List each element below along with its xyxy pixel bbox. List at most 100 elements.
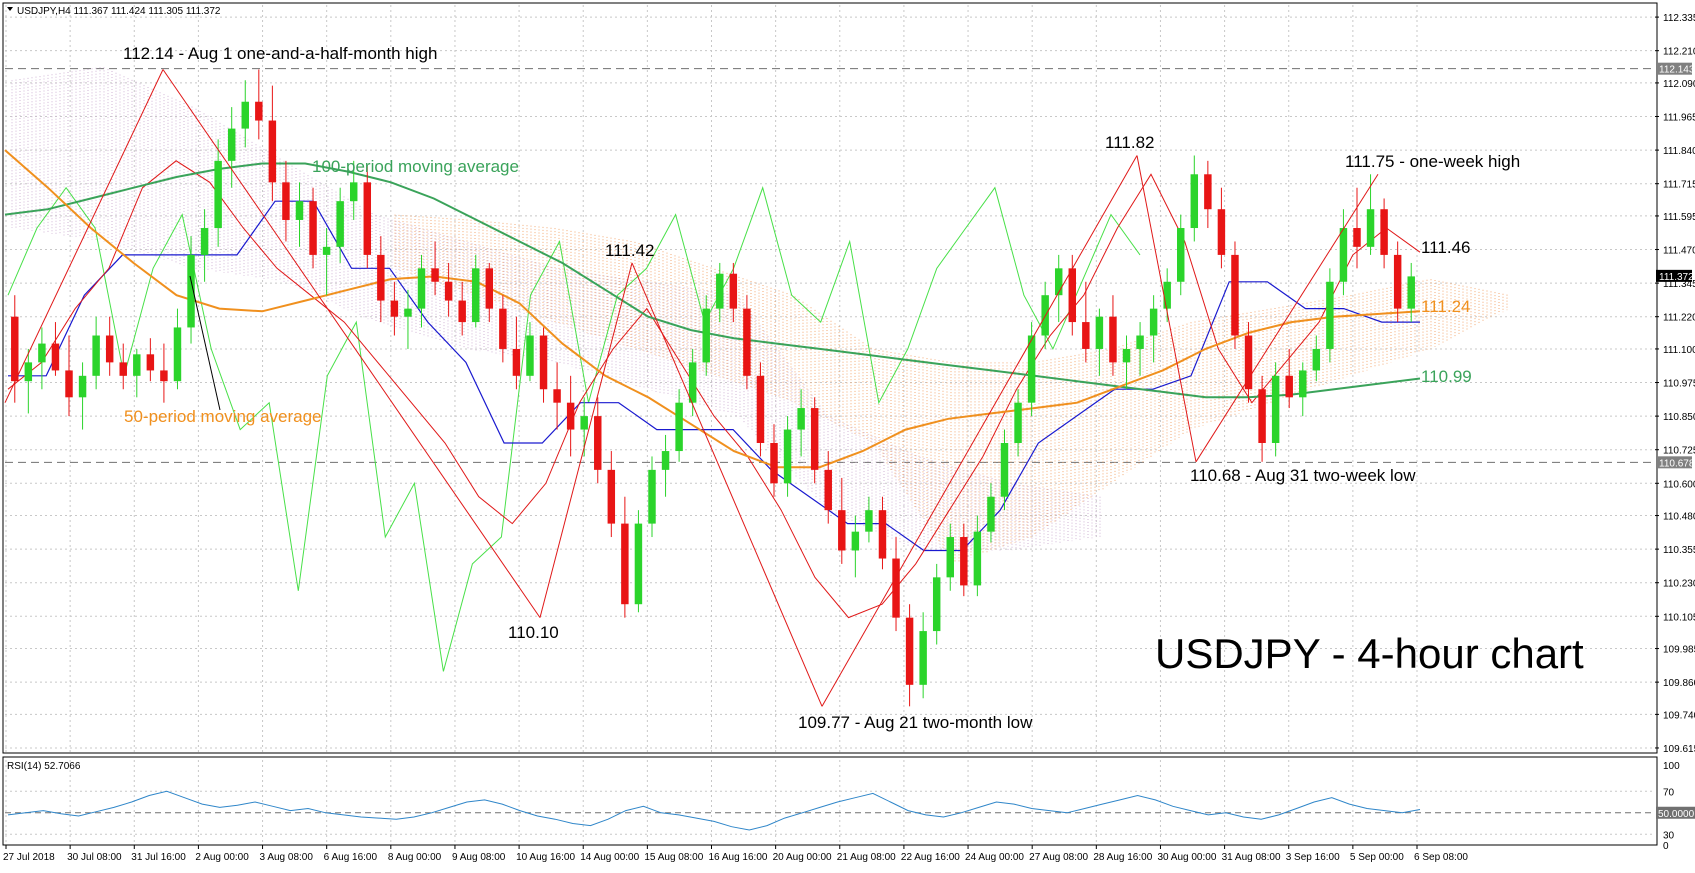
- price-tag: [1656, 456, 1692, 469]
- candle-body: [336, 201, 344, 247]
- candle-body: [539, 335, 548, 390]
- y-tick-label: 111.220: [1663, 313, 1695, 324]
- x-tick-label: 30 Jul 08:00: [67, 852, 122, 863]
- candle-body: [580, 416, 588, 430]
- x-tick-label: 28 Aug 16:00: [1093, 852, 1152, 863]
- candle-body: [472, 268, 480, 323]
- candle-body: [24, 362, 33, 382]
- candle-body: [146, 354, 155, 371]
- y-tick-label: 111.715: [1663, 180, 1695, 191]
- candle-body: [11, 316, 19, 382]
- candle-body: [838, 510, 846, 551]
- x-tick-label: 8 Aug 00:00: [388, 852, 442, 863]
- candle-body: [133, 354, 141, 376]
- y-tick-label: 110.600: [1663, 479, 1695, 490]
- candle-body: [1393, 254, 1402, 309]
- zigzag-segment: [631, 262, 823, 707]
- rsi-tick-label: 30: [1663, 830, 1675, 841]
- candle-body: [1258, 389, 1266, 443]
- candle-body: [851, 531, 860, 551]
- candle-body: [932, 577, 941, 632]
- candle-body: [526, 335, 534, 376]
- chikou-span-line: [7, 186, 1141, 672]
- annotation-11099: 110.99: [1421, 367, 1472, 386]
- y-tick-label: 112.335: [1663, 13, 1695, 24]
- candle-body: [905, 617, 914, 685]
- rsi-tag-label: 50.0000: [1658, 809, 1695, 820]
- x-tick-label: 20 Aug 00:00: [773, 852, 832, 863]
- candle-body: [987, 496, 995, 532]
- candle-body: [661, 451, 670, 470]
- candle-body: [241, 101, 249, 129]
- price-tag: [1656, 62, 1692, 75]
- candle-body: [1163, 281, 1171, 309]
- candle-body: [160, 370, 168, 382]
- y-tick-label: 112.090: [1663, 79, 1695, 90]
- price-tag-label: 111.372: [1659, 272, 1694, 283]
- zigzag-segment: [821, 155, 1138, 707]
- candle-body: [105, 335, 114, 363]
- candle-body: [1231, 254, 1239, 336]
- candle-body: [1177, 228, 1185, 282]
- y-tick-label: 109.860: [1663, 678, 1695, 689]
- candle-body: [187, 254, 195, 328]
- candle-body: [485, 268, 494, 309]
- candle-body: [634, 523, 643, 605]
- candle-body: [783, 429, 792, 484]
- candle-body: [1339, 228, 1348, 282]
- rsi-tick-label: 0: [1663, 841, 1669, 852]
- candle-body: [973, 531, 982, 586]
- zigzag-lines: [4, 69, 1379, 707]
- candle-body: [119, 362, 127, 376]
- y-tick-label: 111.345: [1663, 279, 1695, 290]
- candle-body: [512, 348, 521, 376]
- candle-body: [865, 510, 873, 532]
- candle-body: [1136, 335, 1144, 349]
- price-tag-label: 112.143: [1659, 65, 1695, 76]
- candle-body: [227, 128, 236, 161]
- symbol-header-text: USDJPY,H4 111.367 111.424 111.305 111.37…: [17, 6, 221, 17]
- y-tick-label: 109.985: [1663, 645, 1695, 656]
- y-tick-label: 111.840: [1663, 146, 1695, 157]
- candle-body: [770, 442, 778, 484]
- main-panel-border: [2, 2, 1658, 754]
- grid-layer: [5, 5, 1655, 844]
- zigzag-segment: [1195, 174, 1379, 463]
- candle-body: [702, 308, 710, 363]
- annotation-11010: 110.10: [508, 623, 559, 642]
- price-tag-label: 110.678: [1659, 458, 1695, 469]
- symbol-header: USDJPY,H4 111.367 111.424 111.305 111.37…: [7, 6, 221, 17]
- candle-body: [1353, 228, 1361, 247]
- x-tick-label: 16 Aug 16:00: [709, 852, 768, 863]
- ma100-line: [4, 162, 1421, 399]
- candle-body: [1122, 348, 1131, 363]
- annotation-one-week-high: 111.75 - one-week high: [1345, 152, 1520, 171]
- candle-body: [1271, 375, 1280, 443]
- candle-body: [729, 273, 738, 309]
- candle-body: [878, 510, 887, 559]
- y-tick-label: 110.975: [1663, 379, 1695, 390]
- candle-body: [919, 631, 927, 685]
- candle-body: [200, 228, 209, 255]
- candle-body: [1299, 370, 1307, 398]
- y-tick-label: 112.210: [1663, 47, 1695, 58]
- x-tick-label: 14 Aug 00:00: [580, 852, 639, 863]
- x-tick-label: 5 Sep 00:00: [1350, 852, 1404, 863]
- candle-body: [553, 389, 561, 403]
- kijun-sen-line: [8, 200, 1420, 552]
- annotation-11142: 111.42: [605, 241, 654, 260]
- x-tick-label: 24 Aug 00:00: [965, 852, 1024, 863]
- indicator-lines: [4, 149, 1421, 672]
- candle-body: [390, 300, 399, 317]
- candlesticks: [11, 69, 1415, 707]
- rsi-tick-label: 100: [1663, 761, 1680, 772]
- zigzag-segment: [539, 262, 633, 618]
- candle-body: [892, 558, 900, 618]
- candle-body: [377, 254, 385, 301]
- candle-body: [607, 469, 616, 524]
- candle-body: [675, 402, 683, 452]
- candle-body: [1000, 442, 1009, 497]
- candle-body: [1027, 335, 1036, 403]
- candle-body: [1054, 268, 1063, 296]
- candle-body: [51, 343, 60, 371]
